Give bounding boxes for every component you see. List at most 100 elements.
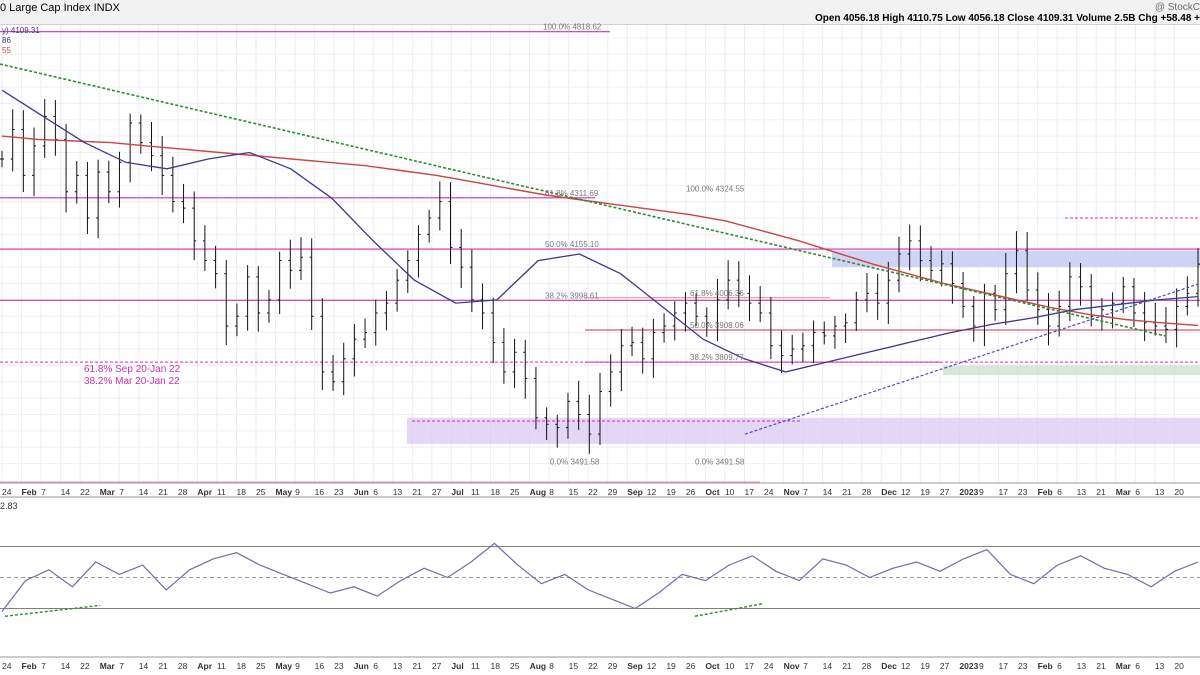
x-tick-label: Sep	[627, 661, 643, 671]
x-tick-label: 23	[1018, 487, 1028, 497]
rsi-line	[1, 542, 1199, 612]
x-axis-bottom: 24 Feb 7 14 22 Mar 7 14 21 28 Apr 11 18 25 May 9 16 23 Jun…	[2, 661, 1184, 671]
x-tick-label: Oct	[705, 661, 719, 671]
fib-note-line1: 61.8% Sep 20-Jan 22	[84, 364, 181, 375]
x-tick-label: 29	[608, 487, 618, 497]
x-tick-label: 19	[666, 661, 676, 671]
x-tick-label: 25	[510, 661, 520, 671]
ohlc-open: Open 4056.18	[814, 13, 883, 24]
x-tick-label: 27	[432, 487, 442, 497]
x-axis-top: 24 Feb 7 14 22 Mar 7 14 21 28 Apr 11 18 25 May 9 16 23 Jun…	[2, 487, 1184, 497]
x-tick-label: 6	[373, 661, 378, 671]
ohlc-low: Low 4056.18	[945, 13, 1008, 24]
fib-label-right: 38.2% 3809.77	[690, 353, 744, 362]
x-tick-label: 28	[178, 661, 188, 671]
ohlc-volume: Volume 2.5B	[1076, 13, 1139, 24]
x-tick-label: 6	[1057, 487, 1062, 497]
legend: y) 4109.31 86 55 61.8% Sep 20-Jan 22 38.…	[0, 26, 181, 511]
x-tick-label: 14	[139, 487, 149, 497]
x-tick-label: 14	[139, 661, 149, 671]
green-support-zone	[943, 365, 1200, 376]
x-tick-label: 18	[236, 487, 246, 497]
fibonacci-levels	[0, 31, 1200, 483]
downtrend-line	[0, 63, 1166, 337]
x-tick-label: 13	[1077, 487, 1087, 497]
x-tick-label: 14	[823, 661, 833, 671]
price-grid	[0, 25, 1200, 658]
x-tick-label: Feb	[22, 487, 37, 497]
x-tick-label: 15	[569, 487, 579, 497]
ohlc-close: Close 4109.31	[1007, 13, 1077, 24]
fib-label-right: 0.0% 3491.58	[695, 457, 745, 466]
x-tick-label: Aug	[530, 661, 547, 671]
x-tick-label: Dec	[881, 487, 897, 497]
x-tick-label: 21	[158, 661, 168, 671]
x-tick-label: Feb	[22, 661, 37, 671]
x-tick-label: Mar	[100, 661, 116, 671]
x-tick-label: 24	[764, 661, 774, 671]
x-tick-label: 7	[803, 661, 808, 671]
x-tick-label: Sep	[627, 487, 643, 497]
x-tick-label: Nov	[784, 487, 800, 497]
x-tick-label: 6	[1135, 487, 1140, 497]
x-tick-label: Aug	[530, 487, 547, 497]
x-tick-label: 14	[61, 487, 71, 497]
x-tick-label: 24	[2, 487, 12, 497]
x-tick-label: 20	[1174, 661, 1184, 671]
x-tick-label: Dec	[881, 661, 897, 671]
ohlc-readout: Open 4056.18 High 4110.75 Low 4056.18 Cl…	[815, 13, 1200, 24]
x-tick-label: 24	[764, 487, 774, 497]
x-tick-label: 10	[725, 661, 735, 671]
x-tick-label: 26	[686, 487, 696, 497]
x-tick-label: 13	[393, 661, 403, 671]
x-tick-label: Jun	[354, 661, 369, 671]
ma-200-line	[1, 135, 1199, 327]
x-tick-label: 2023	[959, 487, 978, 497]
x-tick-label: 21	[842, 487, 852, 497]
x-tick-label: Feb	[1038, 487, 1053, 497]
ohlc-high: High 4110.75	[882, 13, 946, 24]
x-tick-label: 8	[549, 487, 554, 497]
x-tick-label: 28	[862, 661, 872, 671]
x-tick-label: 6	[373, 487, 378, 497]
x-tick-label: 7	[41, 661, 46, 671]
x-tick-label: 20	[1174, 487, 1184, 497]
fib-label-left: 50.0% 4155.10	[545, 240, 599, 249]
legend-ma-200: 55	[2, 46, 11, 55]
brand-watermark: @ StockC	[1154, 2, 1200, 13]
x-tick-label: 16	[315, 487, 325, 497]
fibonacci-labels: 100.0% 4818.62 61.8% 4311.69 50.0% 4155.10…	[543, 23, 745, 467]
x-tick-label: 9	[979, 487, 984, 497]
rsi-divergence-line	[4, 604, 101, 617]
x-tick-label: Mar	[1116, 487, 1132, 497]
x-tick-label: 25	[256, 661, 266, 671]
x-tick-label: 18	[490, 661, 500, 671]
x-tick-label: 7	[119, 487, 124, 497]
x-tick-label: 12	[647, 487, 657, 497]
x-tick-label: 22	[80, 661, 90, 671]
x-tick-label: 19	[920, 661, 930, 671]
x-tick-label: 19	[920, 487, 930, 497]
trendlines	[0, 63, 1200, 435]
x-tick-label: 24	[2, 661, 12, 671]
x-tick-label: Mar	[100, 487, 116, 497]
x-tick-label: 6	[1057, 661, 1062, 671]
x-tick-label: 8	[549, 661, 554, 671]
x-tick-label: Apr	[197, 487, 212, 497]
x-tick-label: 17	[745, 661, 755, 671]
ohlc-chg: Chg +58.48 +	[1138, 13, 1200, 24]
fib-label-left: 0.0% 3491.58	[550, 457, 600, 466]
chart-header: 0 Large Cap Index INDX @ StockC Open 405…	[0, 0, 1200, 25]
x-tick-label: 17	[999, 661, 1009, 671]
x-tick-label: 21	[158, 487, 168, 497]
x-tick-label: 11	[217, 661, 226, 671]
x-tick-label: 15	[569, 661, 579, 671]
x-tick-label: 11	[471, 661, 480, 671]
x-tick-label: 14	[61, 661, 71, 671]
x-tick-label: 27	[940, 661, 950, 671]
x-tick-label: 22	[588, 661, 598, 671]
x-tick-label: 27	[940, 487, 950, 497]
fib-label-left: 100.0% 4818.62	[543, 23, 602, 32]
x-tick-label: 17	[999, 487, 1009, 497]
x-tick-label: 7	[803, 487, 808, 497]
